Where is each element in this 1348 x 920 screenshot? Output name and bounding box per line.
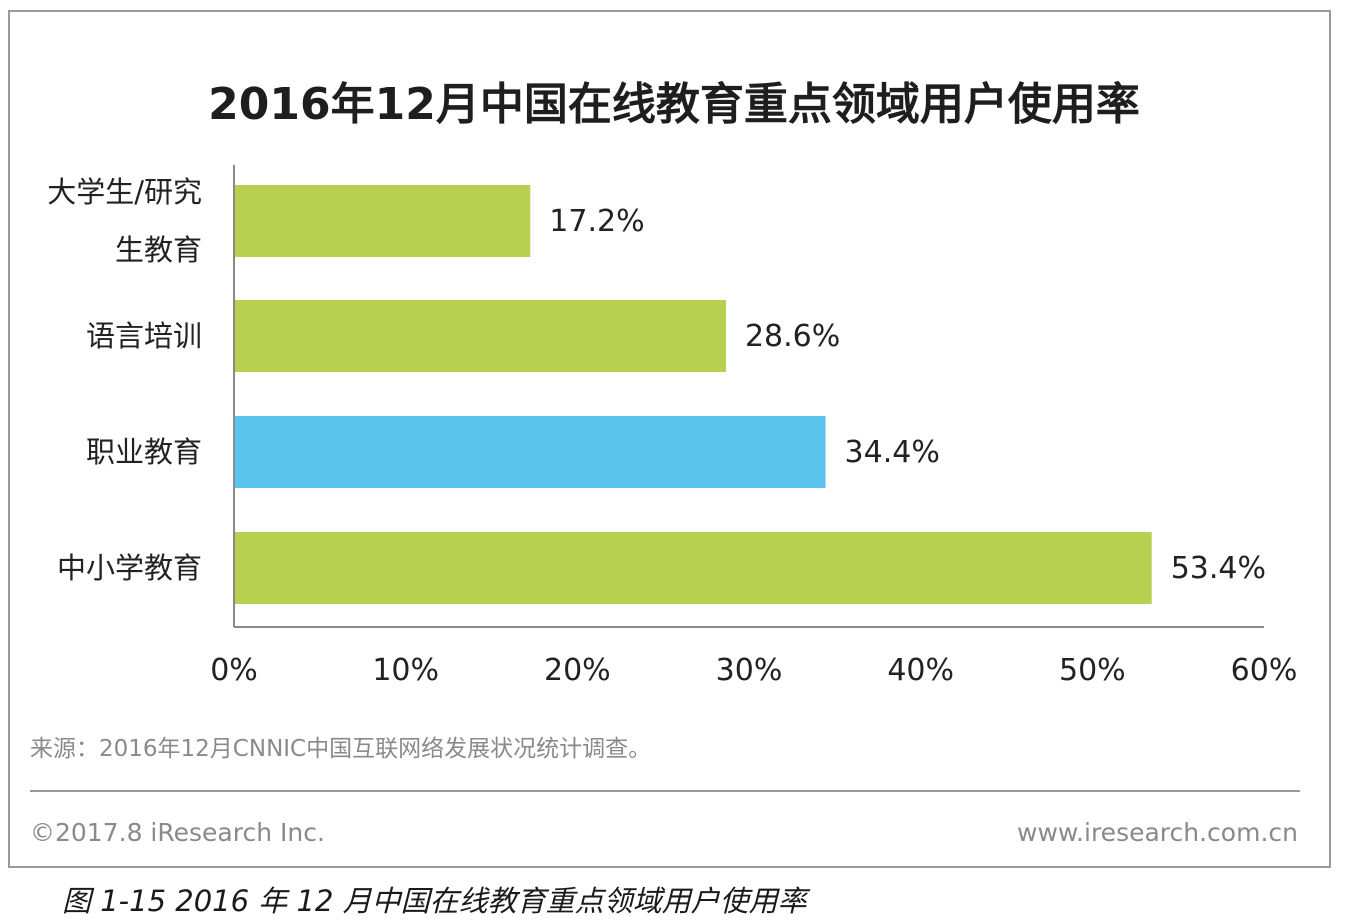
bar — [235, 416, 826, 488]
category-label: 语言培训 — [85, 319, 202, 353]
bar — [235, 532, 1152, 604]
x-tick-label: 10% — [372, 653, 439, 688]
x-tick-label: 30% — [716, 653, 783, 688]
category-label: 生教育 — [114, 233, 202, 267]
category-label: 职业教育 — [85, 435, 202, 469]
category-label: 中小学教育 — [56, 551, 202, 585]
value-label: 53.4% — [1171, 551, 1266, 586]
bar — [235, 185, 531, 257]
value-label: 34.4% — [845, 435, 940, 470]
x-tick-label: 40% — [887, 653, 954, 688]
value-label: 28.6% — [745, 319, 840, 354]
x-tick-label: 60% — [1231, 653, 1298, 688]
source-note: 来源：2016年12月CNNIC中国互联网络发展状况统计调查。 — [30, 736, 652, 762]
x-tick-label: 20% — [544, 653, 611, 688]
footer-divider — [30, 790, 1300, 792]
value-label: 17.2% — [549, 204, 644, 239]
x-tick-label: 50% — [1059, 653, 1126, 688]
category-label: 大学生/研究 — [47, 175, 202, 209]
figure-caption: 图 1-15 2016 年 12 月中国在线教育重点领域用户使用率 — [62, 884, 807, 918]
copyright-text: ©2017.8 iResearch Inc. — [30, 818, 325, 847]
x-tick-label: 0% — [210, 653, 258, 688]
website-url: www.iresearch.com.cn — [1017, 818, 1298, 847]
bar — [235, 300, 726, 372]
chart-title: 2016年12月中国在线教育重点领域用户使用率 — [208, 79, 1140, 130]
